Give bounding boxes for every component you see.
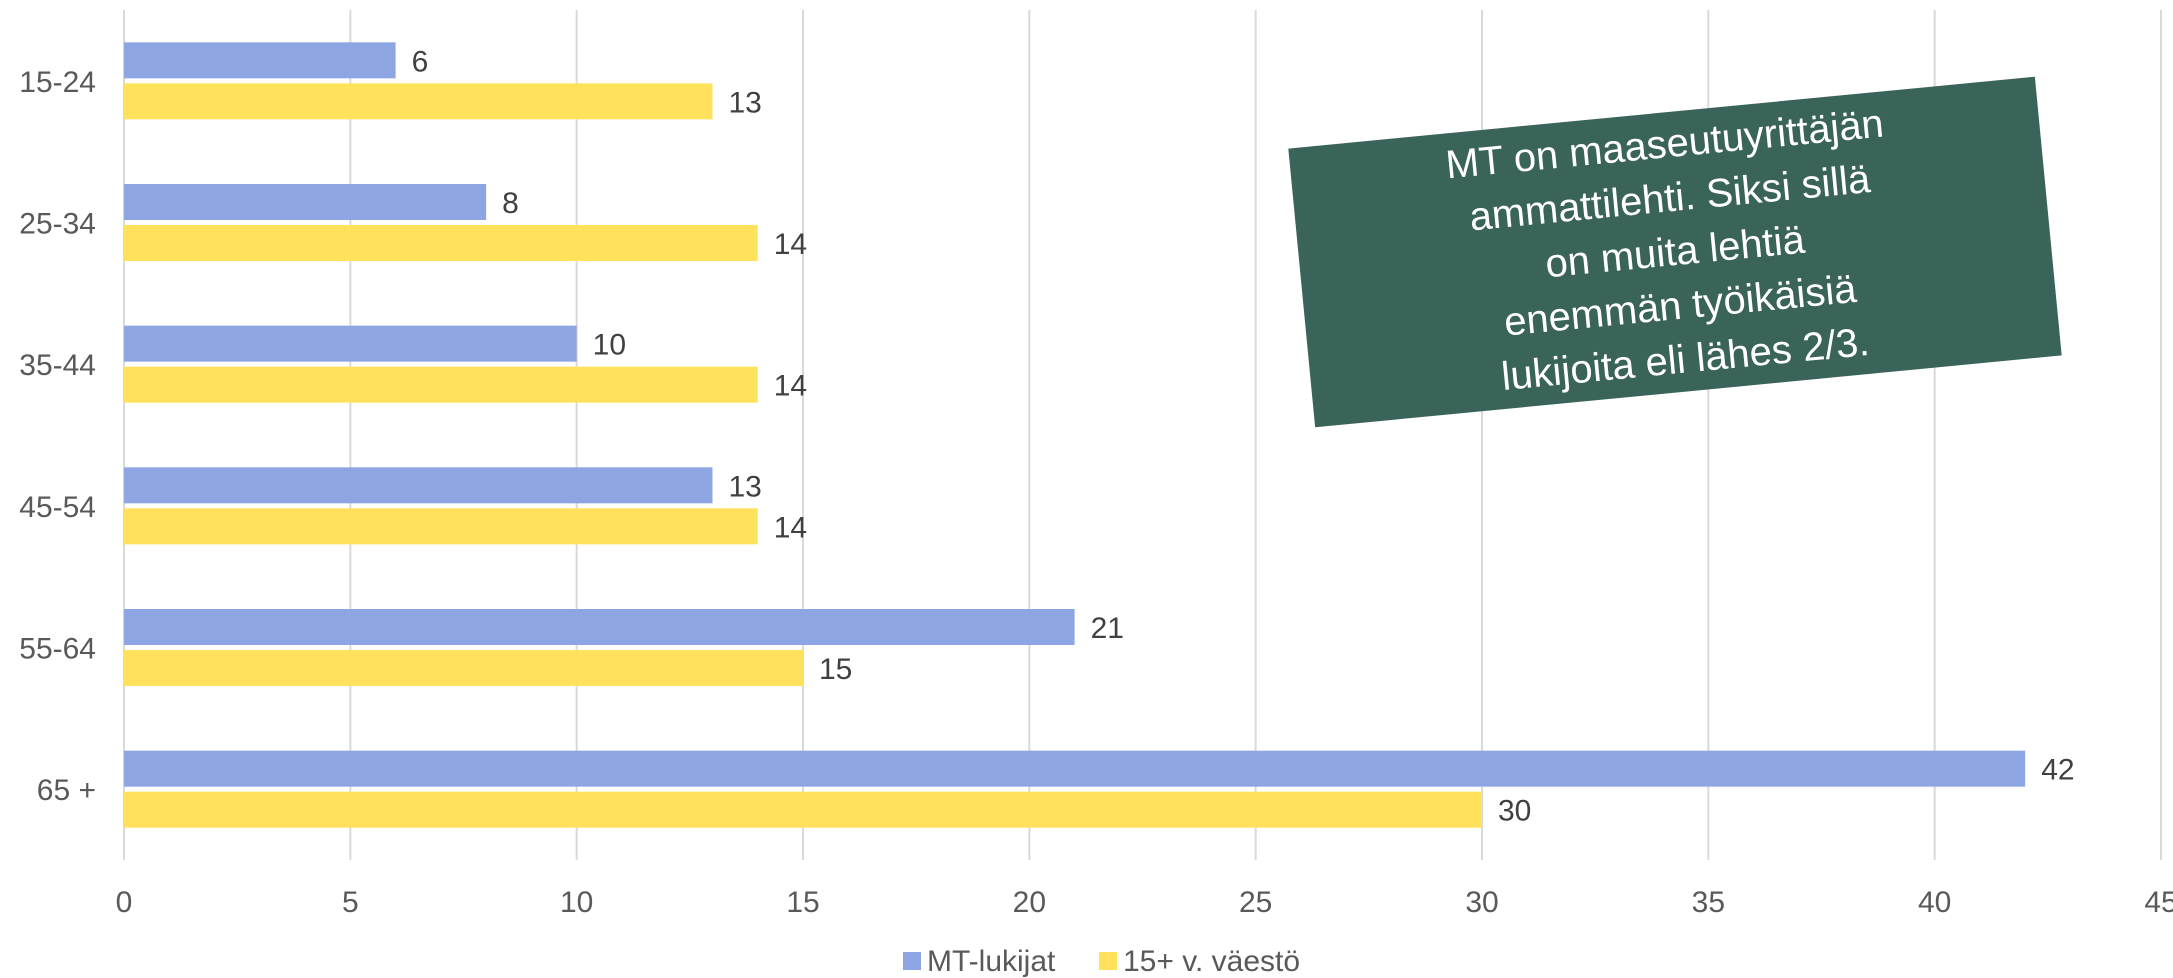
data-label: 14 <box>774 228 807 261</box>
x-tick-label: 45 <box>2144 886 2173 919</box>
x-tick-label: 25 <box>1239 886 1272 919</box>
data-label: 21 <box>1091 612 1124 645</box>
bar-vaesto <box>124 508 758 545</box>
category-label: 55-64 <box>19 633 96 666</box>
category-label: 65 + <box>37 774 96 807</box>
bar-mt-lukijat <box>124 467 713 504</box>
bar-vaesto <box>124 650 803 686</box>
bars <box>124 42 2026 828</box>
x-tick-label: 30 <box>1465 886 1498 919</box>
data-label: 15 <box>819 653 852 686</box>
bar-mt-lukijat <box>124 42 396 79</box>
x-tick-label: 15 <box>786 886 819 919</box>
category-label: 45-54 <box>19 491 96 524</box>
bar-vaesto <box>124 83 713 120</box>
data-label: 8 <box>502 187 519 220</box>
legend-swatch <box>1099 952 1117 970</box>
bar-mt-lukijat <box>124 609 1075 645</box>
data-label: 42 <box>2041 754 2074 787</box>
x-tick-label: 5 <box>342 886 359 919</box>
bar-vaesto <box>124 225 758 261</box>
data-label: 13 <box>728 86 761 119</box>
data-label: 14 <box>774 370 807 403</box>
category-label: 35-44 <box>19 349 96 382</box>
legend: MT-lukijat 15+ v. väestö <box>903 945 1300 978</box>
category-label: 25-34 <box>19 208 96 241</box>
bar-mt-lukijat <box>124 750 2026 787</box>
value-axis: 0 5 10 15 20 25 30 35 40 45 <box>116 886 2173 919</box>
data-label: 13 <box>728 470 761 503</box>
category-axis: 15-24 25-34 35-44 45-54 55-64 65 + <box>19 66 96 807</box>
x-tick-label: 0 <box>116 886 133 919</box>
x-tick-label: 40 <box>1918 886 1951 919</box>
bar-vaesto <box>124 791 1482 828</box>
x-tick-label: 35 <box>1692 886 1725 919</box>
bar-mt-lukijat <box>124 184 487 220</box>
legend-swatch <box>903 952 921 970</box>
data-label: 6 <box>412 45 429 78</box>
category-label: 15-24 <box>19 66 96 99</box>
data-label: 30 <box>1498 795 1531 828</box>
x-tick-label: 20 <box>1013 886 1046 919</box>
bar-vaesto <box>124 366 758 403</box>
legend-label: 15+ v. väestö <box>1123 945 1300 978</box>
data-label: 14 <box>774 511 807 544</box>
data-label: 10 <box>593 329 626 362</box>
x-tick-label: 10 <box>560 886 593 919</box>
data-labels: 6 13 8 14 10 14 13 14 21 15 42 30 <box>412 45 2075 827</box>
annotation-box <box>1288 76 2062 428</box>
bar-mt-lukijat <box>124 325 577 362</box>
legend-label: MT-lukijat <box>927 945 1056 978</box>
